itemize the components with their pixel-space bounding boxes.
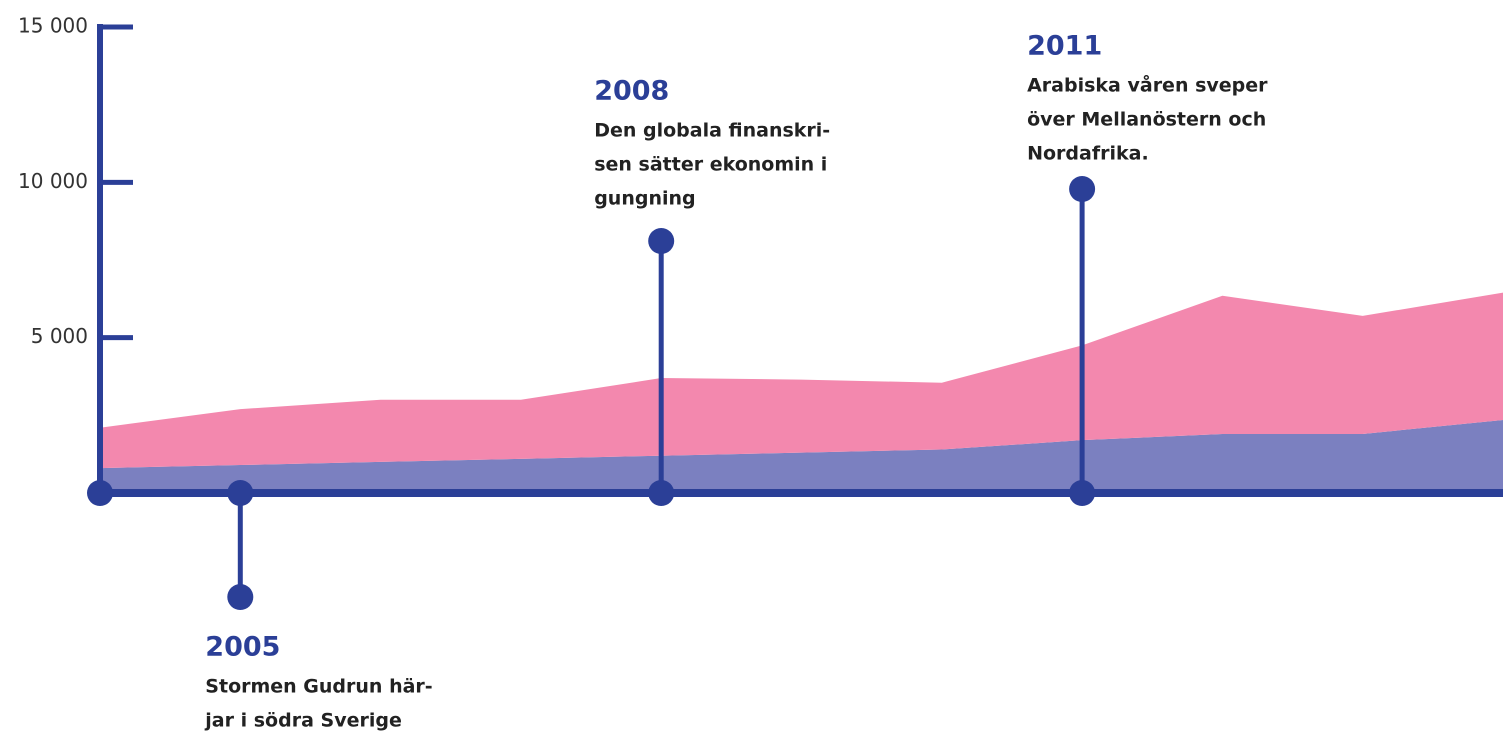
event-text: sen sätter ekonomin i <box>594 154 827 176</box>
event-title: 2011 <box>1027 31 1102 62</box>
event-axis-dot <box>648 480 675 506</box>
event-text: Nordafrika. <box>1027 143 1149 165</box>
event-dot <box>227 584 254 610</box>
area <box>100 419 1503 493</box>
event-text: gungning <box>594 188 695 210</box>
event-text: Arabiska våren sveper <box>1027 73 1268 97</box>
event-text: Stormen Gudrun här- <box>205 676 432 698</box>
event-text: Den globala finanskri- <box>594 120 830 142</box>
event-title: 2005 <box>205 632 280 663</box>
event-title: 2008 <box>594 76 669 107</box>
event-axis-dot <box>227 480 254 506</box>
y-tick-label: 5 000 <box>31 324 88 348</box>
event-text: över Mellanöstern och <box>1027 109 1266 131</box>
event-axis-dot <box>1069 480 1096 506</box>
event-text: jar i södra Sverige <box>204 710 402 731</box>
y-tick-label: 10 000 <box>18 169 88 193</box>
event-dot <box>648 228 675 254</box>
y-tick-label: 15 000 <box>18 14 88 38</box>
axis-dot <box>87 480 113 506</box>
area <box>100 292 1503 469</box>
event-dot <box>1069 176 1096 202</box>
